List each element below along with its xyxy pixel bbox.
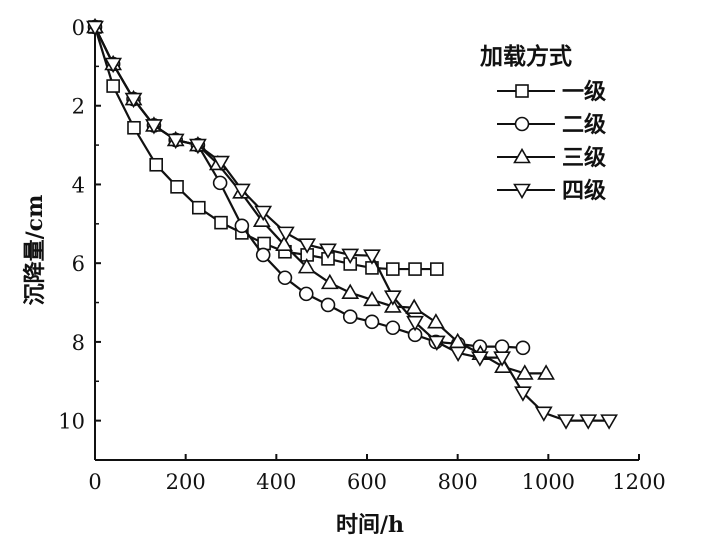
triangle-down-marker (600, 414, 618, 430)
circle-marker (385, 320, 401, 336)
y-tick-label: 0 (72, 16, 85, 40)
triangle-down-marker (189, 138, 207, 155)
triangle-down-marker (276, 226, 295, 242)
triangle-down-marker (341, 248, 360, 265)
square-marker (386, 262, 400, 276)
triangle-up-marker (427, 313, 445, 329)
legend-label: 一级 (562, 79, 606, 105)
triangle-down-marker (104, 57, 123, 74)
triangle-down-marker (212, 155, 230, 172)
square-marker (192, 200, 206, 215)
square-marker (430, 262, 444, 276)
circle-marker (212, 175, 228, 191)
triangle-down-marker (319, 243, 337, 259)
triangle-up-marker (275, 235, 293, 251)
circle-marker (515, 340, 531, 356)
series-4 (86, 20, 618, 430)
x-tick-label: 200 (166, 470, 206, 494)
square-marker (170, 180, 184, 194)
square-marker (214, 215, 228, 230)
y-tick-label: 6 (72, 252, 85, 276)
y-tick-label: 2 (72, 95, 85, 119)
triangle-down-marker (493, 351, 511, 367)
triangle-down-marker (254, 205, 273, 222)
circle-marker (342, 309, 358, 325)
triangle-down-marker (298, 238, 317, 254)
triangle-down-marker (514, 386, 532, 402)
square-marker (515, 84, 529, 98)
triangle-up-marker (515, 364, 534, 380)
triangle-up-marker (513, 147, 531, 164)
triangle-down-marker (534, 406, 553, 422)
triangle-down-marker (383, 290, 402, 306)
square-marker (127, 120, 141, 135)
x-tick-label: 600 (347, 470, 387, 494)
x-tick-label: 1200 (612, 470, 665, 494)
circle-marker (255, 247, 271, 263)
circle-marker (298, 286, 314, 302)
circle-marker (364, 314, 380, 330)
triangle-up-marker (320, 273, 339, 290)
series-3 (86, 17, 555, 380)
legend-item: 二级 (497, 112, 606, 138)
square-marker (106, 79, 120, 93)
square-marker (408, 262, 422, 276)
y-axis-label: 沉降量/cm (22, 195, 48, 306)
triangle-down-marker (579, 414, 598, 430)
square-marker (149, 157, 163, 172)
legend-item: 三级 (497, 145, 606, 171)
triangle-down-marker (513, 183, 531, 200)
y-tick-label: 4 (72, 173, 85, 197)
legend-label: 三级 (562, 145, 606, 171)
triangle-down-marker (449, 346, 468, 363)
triangle-down-marker (124, 92, 143, 109)
x-axis-label: 时间/h (336, 512, 404, 538)
legend-label: 二级 (562, 112, 606, 138)
triangle-down-marker (166, 133, 185, 150)
y-tick-label: 10 (58, 410, 85, 434)
triangle-down-marker (86, 20, 104, 37)
legend-item: 四级 (497, 178, 606, 204)
series-group (86, 17, 618, 430)
triangle-down-marker (363, 249, 381, 265)
triangle-down-marker (145, 119, 163, 135)
triangle-down-marker (427, 335, 446, 352)
circle-marker (277, 270, 293, 286)
triangle-up-marker (341, 283, 360, 300)
series-1 (88, 20, 444, 276)
circle-marker (320, 297, 336, 313)
series-line (94, 26, 610, 422)
triangle-down-marker (557, 414, 575, 430)
triangle-up-marker (363, 290, 381, 307)
axes: 0 200 400 600 800 1000 1200 0 2 4 6 8 10 (58, 16, 665, 494)
circle-marker (234, 218, 250, 234)
y-tick-label: 8 (72, 331, 85, 355)
legend-title: 加载方式 (479, 43, 572, 70)
triangle-down-marker (232, 183, 251, 200)
series-2 (87, 19, 531, 356)
triangle-down-marker (406, 315, 424, 332)
circle-marker (514, 116, 530, 132)
triangle-up-marker (252, 211, 271, 227)
x-tick-label: 1000 (522, 470, 575, 494)
x-tick-label: 800 (438, 470, 478, 494)
series-line (94, 26, 547, 375)
x-tick-label: 0 (88, 470, 101, 494)
triangle-up-marker (537, 364, 555, 380)
x-tick-label: 400 (256, 470, 296, 494)
triangle-up-marker (297, 258, 316, 274)
triangle-down-marker (470, 351, 489, 367)
triangle-up-marker (405, 298, 424, 314)
series-line (93, 26, 437, 271)
legend-item: 一级 (497, 79, 606, 105)
legend-label: 四级 (562, 178, 606, 204)
circle-marker (494, 339, 510, 354)
